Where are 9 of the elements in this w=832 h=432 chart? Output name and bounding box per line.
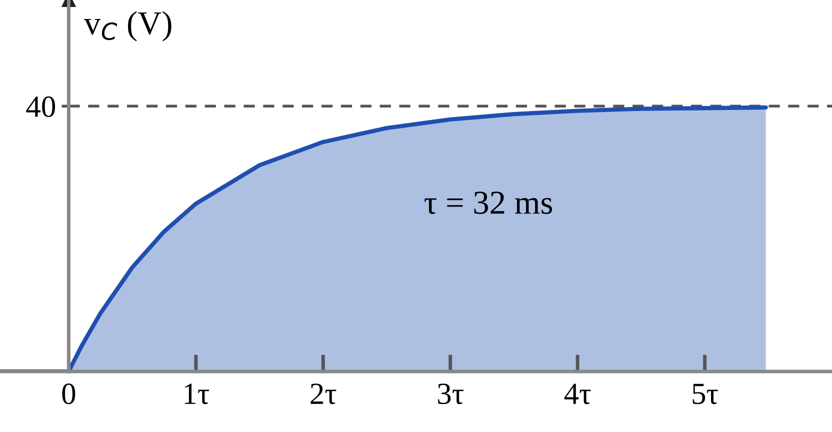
annotation: τ = 32 ms (424, 192, 552, 214)
x-tick-label: 0 (62, 384, 76, 404)
x-tick-label: 1τ (184, 384, 210, 404)
x-tick-label: 4τ (564, 384, 591, 404)
x-tick-label: 3τ (438, 384, 464, 404)
y-axis-title: v$_{C}$ (V) (84, 11, 172, 42)
x-tick-label: 5τ (692, 384, 718, 404)
x-tick-label: 2τ (310, 384, 336, 404)
y-tick-label: 40 (26, 96, 56, 118)
